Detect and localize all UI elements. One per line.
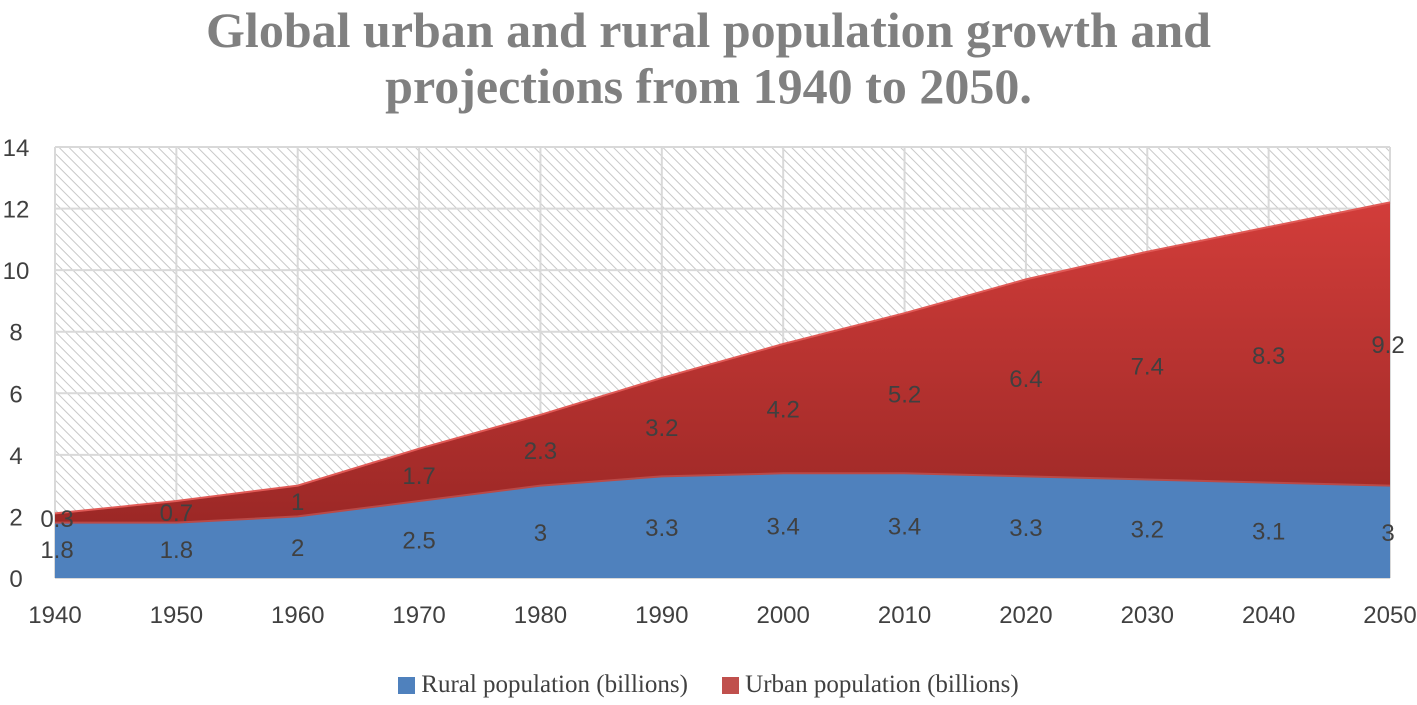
- rural-data-label: 3.1: [1252, 518, 1285, 545]
- x-tick-label: 2050: [1363, 602, 1416, 629]
- urban-area-edge: [54, 201, 1391, 515]
- rural-data-label: 3.4: [888, 514, 921, 541]
- rural-area-edge: [55, 472, 1391, 524]
- urban-data-label: 0.3: [40, 506, 73, 533]
- rural-data-label: 3.2: [1131, 517, 1164, 544]
- y-tick-label: 6: [9, 381, 22, 408]
- y-tick-label: 12: [3, 197, 30, 224]
- x-tick-label: 2040: [1242, 602, 1295, 629]
- legend-label-urban: Urban population (billions): [745, 671, 1019, 698]
- rural-data-label: 3.3: [1009, 515, 1042, 542]
- rural-data-label: 3: [1381, 520, 1394, 547]
- x-tick-label: 1980: [514, 602, 567, 629]
- legend-item-rural: Rural population (billions): [398, 671, 688, 699]
- y-tick-label: 14: [3, 135, 30, 162]
- chart-title-line-2: projections from 1940 to 2050.: [385, 58, 1032, 114]
- x-tick-label: 2030: [1121, 602, 1174, 629]
- y-tick-label: 2: [9, 504, 22, 531]
- x-tick-label: 1940: [28, 602, 81, 629]
- x-tick-label: 1990: [635, 602, 688, 629]
- rural-data-label: 3.3: [645, 515, 678, 542]
- rural-data-label: 1.8: [160, 537, 193, 564]
- x-tick-label: 2010: [878, 602, 931, 629]
- rural-data-label: 3: [534, 520, 547, 547]
- y-tick-label: 10: [3, 258, 30, 285]
- x-tick-label: 2000: [756, 602, 809, 629]
- legend-swatch-urban: [722, 676, 740, 694]
- urban-area: [55, 202, 1390, 523]
- x-tick-label: 1970: [392, 602, 445, 629]
- urban-data-label: 9.2: [1371, 332, 1404, 359]
- legend-label-rural: Rural population (billions): [421, 671, 688, 698]
- urban-data-label: 3.2: [645, 415, 678, 442]
- urban-data-label: 8.3: [1252, 343, 1285, 370]
- x-tick-label: 1950: [150, 602, 203, 629]
- rural-data-label: 3.4: [766, 514, 799, 541]
- rural-data-label: 1.8: [40, 537, 73, 564]
- legend: Rural population (billions) Urban popula…: [0, 671, 1417, 701]
- legend-item-urban: Urban population (billions): [722, 671, 1019, 699]
- urban-data-label: 2.3: [524, 438, 557, 465]
- x-tick-label: 2020: [999, 602, 1052, 629]
- y-tick-label: 0: [9, 566, 22, 593]
- chart-title-line-1: Global urban and rural population growth…: [206, 2, 1211, 58]
- urban-data-label: 6.4: [1009, 366, 1042, 393]
- rural-area: [55, 473, 1390, 578]
- urban-data-label: 5.2: [888, 381, 921, 408]
- y-tick-label: 4: [9, 443, 22, 470]
- chart-title: Global urban and rural population growth…: [0, 2, 1417, 114]
- urban-data-label: 4.2: [766, 397, 799, 424]
- urban-data-label: 0.7: [160, 500, 193, 527]
- rural-data-label: 2.5: [402, 528, 435, 555]
- area-series: [54, 201, 1391, 578]
- x-tick-label: 1960: [271, 602, 324, 629]
- urban-data-label: 7.4: [1131, 354, 1164, 381]
- urban-data-label: 1: [291, 489, 304, 516]
- legend-swatch-rural: [398, 676, 416, 694]
- data-labels: 1.8 1.8 2 2.5 3 3.3 3.4 3.4 3.3 3.2 3.1 3 0.3 0.7 1 1.7…: [40, 332, 1404, 564]
- urban-data-label: 1.7: [402, 463, 435, 490]
- rural-data-label: 2: [291, 535, 304, 562]
- y-tick-label: 8: [9, 320, 22, 347]
